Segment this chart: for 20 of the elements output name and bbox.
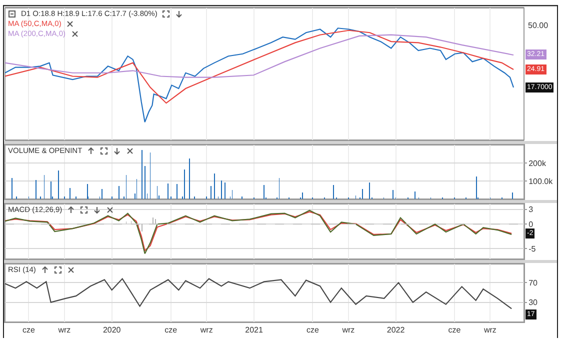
- x-tick-label: cze: [448, 326, 462, 335]
- y-tick-label: -5: [528, 244, 536, 254]
- y-tick-label: 3: [528, 205, 534, 214]
- x-tick-label: wrz: [482, 326, 496, 335]
- x-tick-label: wrz: [57, 326, 71, 335]
- x-tick-label: wrz: [199, 326, 213, 335]
- line-series: [5, 278, 512, 310]
- x-tick-label: 2022: [386, 326, 406, 335]
- y-tick-label: 0: [528, 220, 534, 229]
- x-tick-label: cze: [306, 326, 320, 335]
- x-tick-label: cze: [22, 326, 36, 335]
- y-tick-label: 200k: [528, 158, 547, 168]
- x-tick-label: 2020: [102, 326, 122, 335]
- y-tick-label: 30: [528, 298, 538, 308]
- y-tick-label: 70: [528, 278, 538, 288]
- x-tick-label: 2021: [245, 326, 264, 335]
- y-tick-label: 100.0k: [528, 176, 554, 186]
- text: 50.00: [528, 21, 549, 30]
- x-tick-label: wrz: [341, 326, 355, 335]
- x-tick-label: cze: [164, 326, 178, 335]
